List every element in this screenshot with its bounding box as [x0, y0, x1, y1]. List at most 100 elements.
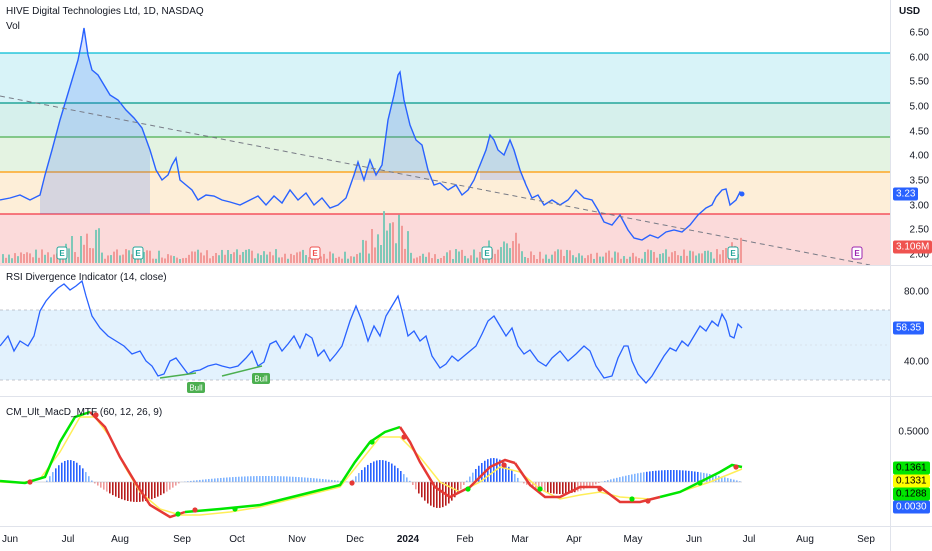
volume-bar — [617, 252, 619, 263]
macd-histogram-bar — [559, 482, 561, 494]
macd-histogram-bar — [241, 477, 243, 482]
volume-bar — [290, 254, 292, 263]
volume-bar — [473, 250, 475, 263]
volume-bar — [620, 259, 622, 263]
volume-bar — [236, 249, 238, 263]
macd-histogram-bar — [58, 465, 60, 482]
volume-bar — [596, 253, 598, 263]
volume-bar — [581, 256, 583, 263]
macd-histogram-bar — [637, 473, 639, 482]
volume-bar — [560, 250, 562, 263]
earnings-marker-label: E — [59, 249, 65, 258]
macd-histogram-bar — [406, 477, 408, 482]
rsi-scale[interactable]: 80.00 40.00 58.35 — [890, 266, 932, 396]
macd-histogram-bar — [121, 482, 123, 499]
volume-bar — [365, 241, 367, 263]
volume-bar — [650, 250, 652, 263]
volume-bar — [26, 252, 28, 263]
volume-bar — [590, 254, 592, 263]
macd-histogram-bar — [670, 470, 672, 482]
price-tick: 4.50 — [910, 127, 929, 138]
axis-corner[interactable] — [890, 526, 932, 551]
volume-bar — [569, 250, 571, 263]
macd-histogram-bar — [391, 464, 393, 482]
volume-bar — [68, 248, 70, 263]
macd-histogram-bar — [730, 479, 732, 482]
macd-histogram-bar — [517, 478, 519, 482]
volume-bar — [35, 250, 37, 263]
volume-bar — [536, 259, 538, 263]
macd-histogram-bar — [316, 478, 318, 482]
rsi-tick-40: 40.00 — [904, 357, 929, 368]
time-axis-label: May — [624, 534, 643, 545]
macd-histogram-bar — [547, 482, 549, 492]
macd-histogram-bar — [226, 477, 228, 482]
volume-bar — [149, 251, 151, 263]
macd-histogram-bar — [103, 482, 105, 490]
macd-histogram-bar — [244, 476, 246, 482]
volume-bar — [80, 236, 82, 263]
volume-bar — [458, 251, 460, 263]
volume-bar — [353, 257, 355, 263]
macd-pane[interactable]: CM_Ult_MacD_MTF (60, 12, 26, 9) 0.5000 0… — [0, 397, 932, 526]
macd-histogram-bar — [418, 482, 420, 493]
volume-bar — [449, 250, 451, 263]
volume-bar — [539, 252, 541, 263]
volume-bar — [545, 255, 547, 263]
volume-bar — [368, 254, 370, 263]
macd-cross-dot — [629, 496, 634, 501]
volume-bar — [500, 247, 502, 263]
macd-histogram-bar — [271, 476, 273, 482]
volume-bar — [578, 253, 580, 263]
volume-bar — [686, 256, 688, 263]
time-axis-label: Aug — [111, 534, 129, 545]
macd-histogram-bar — [148, 482, 150, 500]
macd-histogram-bar — [268, 476, 270, 482]
volume-bar — [305, 255, 307, 263]
macd-histogram-bar — [154, 482, 156, 498]
macd-histogram-bar — [82, 468, 84, 482]
volume-bar — [38, 258, 40, 263]
macd-histogram-bar — [472, 473, 474, 482]
macd-histogram-bar — [514, 474, 516, 482]
macd-histogram-bar — [643, 472, 645, 482]
currency-label[interactable]: USD — [899, 6, 920, 17]
volume-bar — [188, 255, 190, 263]
macd-chart[interactable]: CM_Ult_MacD_MTF (60, 12, 26, 9) — [0, 397, 890, 526]
price-tick: 6.00 — [910, 53, 929, 64]
macd-histogram-bar — [676, 470, 678, 482]
macd-histogram-bar — [625, 476, 627, 482]
macd-histogram-bar — [607, 480, 609, 482]
macd-histogram-bar — [85, 472, 87, 482]
macd-histogram-bar — [364, 467, 366, 482]
volume-bar — [416, 257, 418, 263]
macd-histogram-bar — [253, 476, 255, 482]
volume-bar — [515, 233, 517, 263]
macd-scale[interactable]: 0.5000 0.1361 0.1331 0.1288 0.0030 — [890, 397, 932, 526]
macd-histogram-bar — [307, 478, 309, 482]
macd-value-4: 0.0030 — [893, 501, 930, 514]
time-axis-label: Jul — [743, 534, 756, 545]
macd-histogram-bar — [304, 477, 306, 482]
macd-histogram-bar — [403, 474, 405, 482]
volume-bar — [20, 252, 22, 263]
macd-cross-dot — [349, 480, 354, 485]
macd-histogram-bar — [286, 476, 288, 482]
volume-bar — [398, 215, 400, 263]
macd-histogram-bar — [100, 482, 102, 488]
macd-histogram-bar — [679, 470, 681, 482]
macd-histogram-bar — [583, 482, 585, 489]
macd-histogram-bar — [289, 477, 291, 482]
volume-bar — [362, 240, 364, 263]
volume-bar — [512, 241, 514, 263]
macd-histogram-bar — [175, 482, 177, 486]
volume-bar — [689, 251, 691, 263]
volume-bar — [302, 250, 304, 263]
